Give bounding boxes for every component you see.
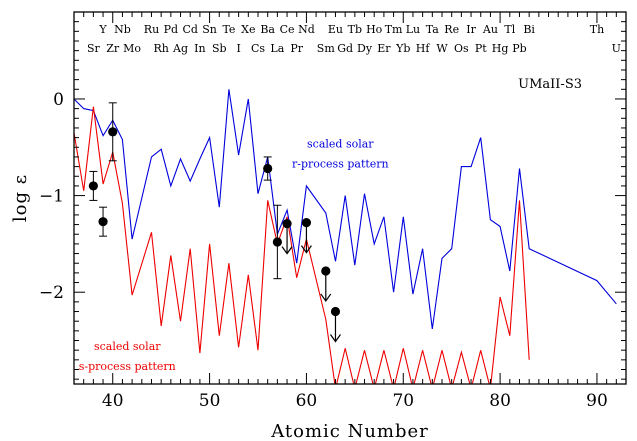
element-label-Mo: Mo	[123, 42, 141, 55]
element-label-Hf: Hf	[416, 42, 431, 55]
x-tick-label: 90	[586, 391, 608, 411]
series-layer	[74, 89, 617, 384]
element-label-Hg: Hg	[492, 42, 509, 55]
element-label-In: In	[194, 42, 205, 55]
upper-limit-arrowhead	[320, 293, 332, 302]
ticks-layer: 40 50 60 70 80 90 0 −1 −2	[39, 11, 627, 411]
data-point-8	[330, 306, 341, 317]
element-label-Ta: Ta	[426, 23, 439, 36]
data-point-2	[108, 127, 118, 137]
x-tick-label: 80	[489, 391, 511, 411]
data-point-6	[301, 218, 312, 228]
element-label-Cs: Cs	[251, 42, 265, 55]
upper-limit-arrowhead	[281, 246, 293, 255]
x-tick-label: 70	[392, 391, 414, 411]
element-label-Bi: Bi	[523, 23, 535, 36]
element-label-Ho: Ho	[366, 23, 383, 36]
element-label-Sr: Sr	[87, 42, 101, 55]
x-tick-label: 50	[199, 391, 221, 411]
element-label-Pr: Pr	[290, 42, 303, 55]
element-label-Tm: Tm	[385, 23, 403, 36]
element-label-Ir: Ir	[466, 23, 476, 36]
element-labels-layer: Y Nb Ru Pd Cd Sn Te Xe Ba Ce Nd Eu Tb Ho Tm Lu Ta Re Ir Au T…	[87, 23, 621, 55]
element-label-Au: Au	[482, 23, 498, 36]
annotation-text: scaled solar	[307, 137, 374, 150]
y-tick-label: 0	[53, 90, 64, 110]
element-label-Re: Re	[444, 23, 459, 36]
element-label-Er: Er	[377, 42, 391, 55]
y-tick-label: −1	[39, 187, 64, 207]
upper-limit-arrowhead	[300, 245, 312, 254]
data-point-5	[282, 219, 292, 229]
plot-frame	[73, 11, 627, 385]
annotations-layer: scaled solar r-process pattern scaled sola…	[79, 137, 389, 373]
element-label-Ce: Ce	[280, 23, 295, 36]
element-label-Pt: Pt	[475, 42, 487, 55]
element-label-Sm: Sm	[317, 42, 336, 55]
element-label-Cd: Cd	[182, 23, 197, 36]
element-label-Y: Y	[98, 23, 107, 36]
x-tick-label: 40	[102, 391, 124, 411]
x-tick-label: 60	[296, 391, 318, 411]
element-label-Xe: Xe	[241, 23, 255, 36]
element-label-Ru: Ru	[144, 23, 159, 36]
element-label-I: I	[236, 42, 240, 55]
element-label-Tb: Tb	[348, 23, 362, 36]
element-label-La: La	[270, 42, 284, 55]
data-point-3	[263, 163, 273, 174]
element-label-Gd: Gd	[337, 42, 353, 55]
element-label-Pd: Pd	[164, 23, 178, 36]
element-label-Ag: Ag	[172, 42, 188, 55]
series-line-1	[74, 106, 530, 384]
element-label-Yb: Yb	[395, 42, 410, 55]
observations-layer	[88, 102, 341, 343]
element-label-Sn: Sn	[202, 23, 217, 36]
element-label-Sb: Sb	[212, 42, 227, 55]
data-point-1	[98, 217, 108, 227]
element-label-Zr: Zr	[106, 42, 120, 55]
data-point-7	[321, 266, 331, 276]
y-tick-label: −2	[39, 283, 64, 303]
annotation-text: r-process pattern	[292, 157, 389, 170]
element-label-Rh: Rh	[153, 42, 168, 55]
element-label-Ba: Ba	[260, 23, 275, 36]
star-label: UMaII-S3	[518, 77, 582, 92]
y-axis-label: log ε	[10, 174, 31, 222]
element-label-Dy: Dy	[357, 42, 373, 55]
element-label-Nb: Nb	[114, 23, 131, 36]
annotation-text: scaled solar	[94, 340, 161, 353]
upper-limit-arrowhead	[329, 334, 341, 343]
element-label-Th: Th	[590, 23, 604, 36]
element-label-U: U	[612, 42, 621, 55]
element-label-Os: Os	[454, 42, 469, 55]
element-label-Te: Te	[222, 23, 235, 36]
element-label-Tl: Tl	[504, 23, 515, 36]
element-label-Pb: Pb	[512, 42, 526, 55]
element-label-Nd: Nd	[298, 23, 315, 36]
series-line-0	[74, 89, 617, 329]
element-label-Lu: Lu	[406, 23, 420, 36]
data-point-4	[272, 237, 282, 247]
annotation-text: s-process pattern	[79, 360, 176, 373]
data-point-0	[88, 181, 98, 191]
element-label-W: W	[436, 42, 448, 55]
element-label-Eu: Eu	[328, 23, 343, 36]
x-axis-label: Atomic Number	[270, 421, 429, 441]
